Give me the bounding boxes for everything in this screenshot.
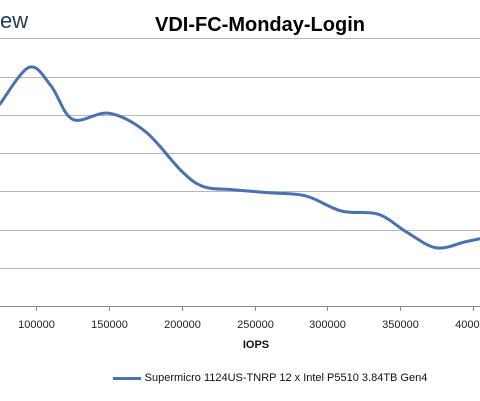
logo-fragment: ew [0,8,29,33]
legend-label: Supermicro 1124US-TNRP 12 x Intel P5510 … [144,372,428,384]
legend-swatch [112,376,141,380]
x-tick-label: 100000 [18,319,55,331]
chart-title: VDI-FC-Monday-Login [155,14,365,36]
x-tick-label: 350000 [382,319,419,331]
x-tick-label: 250000 [237,319,274,331]
x-tick-label: 150000 [91,319,128,331]
series-line [0,65,480,250]
x-tick-label: 200000 [164,319,201,331]
x-tick-label: 300000 [309,319,346,331]
legend: Supermicro 1124US-TNRP 12 x Intel P5510 … [0,372,480,384]
x-axis-title: IOPS [243,339,269,351]
x-tick-label: 400000 [455,319,480,331]
